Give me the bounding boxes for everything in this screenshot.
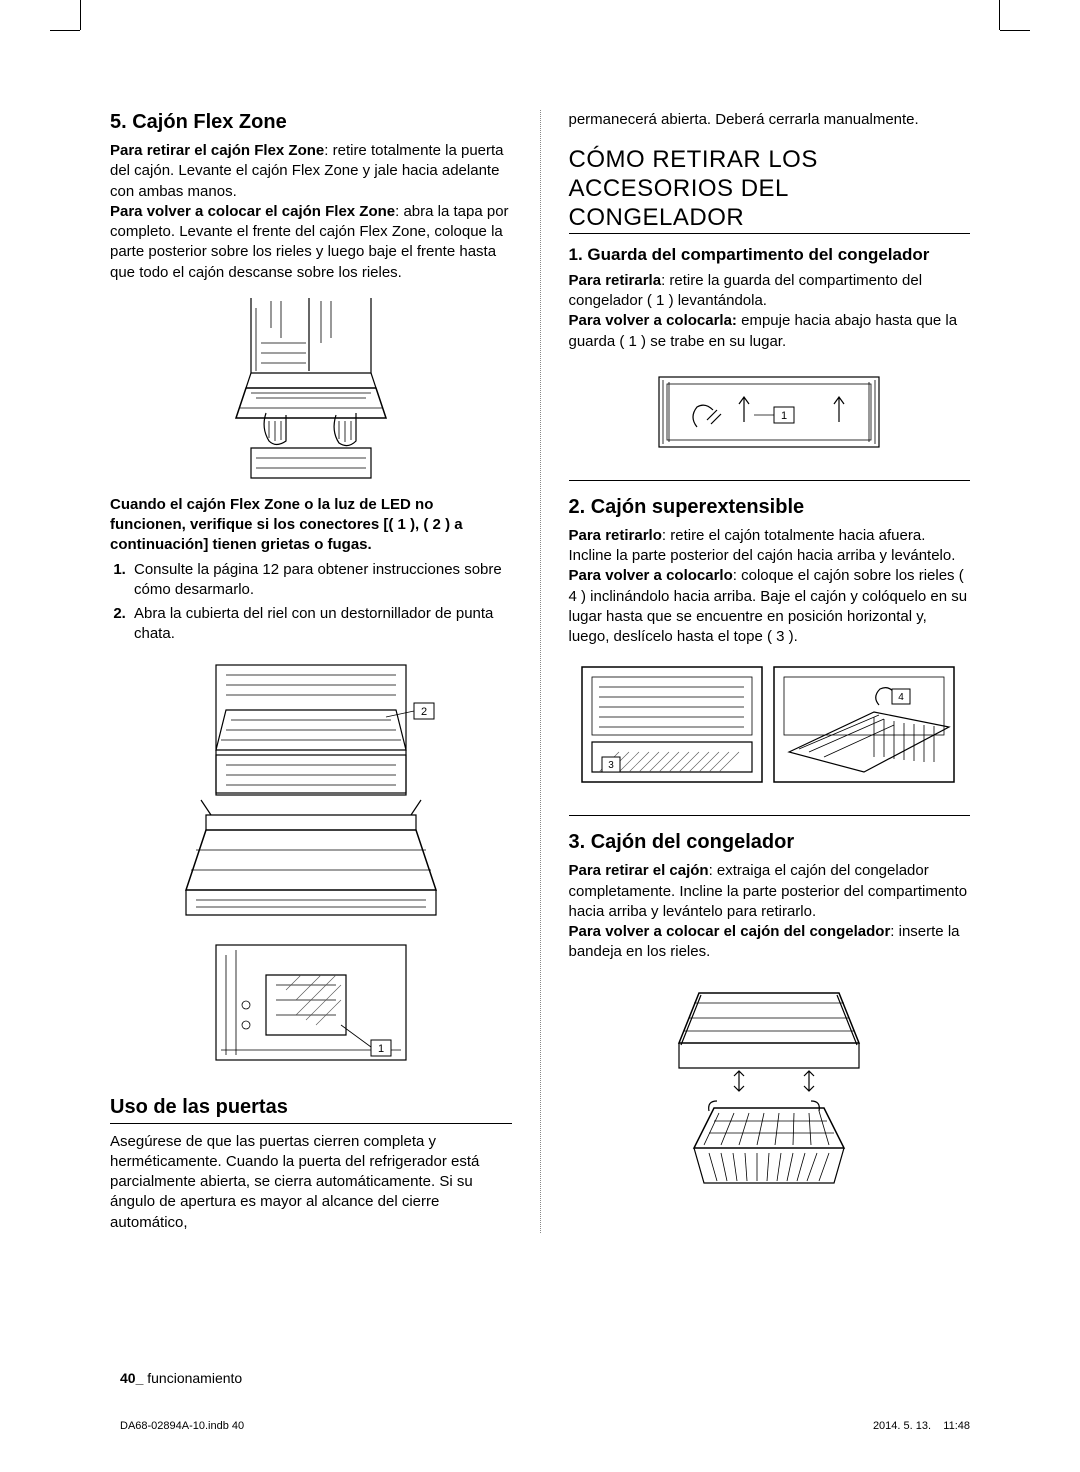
divider-2 xyxy=(569,815,971,816)
column-divider xyxy=(540,110,541,1233)
section5-para2: Para volver a colocar el cajón Flex Zone… xyxy=(110,202,512,283)
callout-4-label: 4 xyxy=(898,692,904,703)
figure-superextensible: 3 4 xyxy=(569,657,971,797)
divider-1 xyxy=(569,480,971,481)
continuation-text: permanecerá abierta. Deberá cerrarla man… xyxy=(569,110,971,130)
s3-heading: 3. Cajón del congelador xyxy=(569,830,971,855)
section5-heading: 5. Cajón Flex Zone xyxy=(110,110,512,135)
para1-strong: Para retirar el cajón Flex Zone xyxy=(110,142,324,159)
s3-p1: Para retirar el cajón: extraiga el cajón… xyxy=(569,861,971,922)
left-column: 5. Cajón Flex Zone Para retirar el cajón… xyxy=(110,110,512,1233)
s2-p2-strong: Para volver a colocarlo xyxy=(569,567,733,584)
callout-3-label: 3 xyxy=(608,760,614,771)
guard-callout-1: 1 xyxy=(781,410,787,422)
s3-p2: Para volver a colocar el cajón del conge… xyxy=(569,922,971,963)
print-time: 11:48 xyxy=(943,1420,970,1432)
s2-heading: 2. Cajón superextensible xyxy=(569,495,971,520)
s2-p2: Para volver a colocarlo: coloque el cajó… xyxy=(569,566,971,647)
right-column: permanecerá abierta. Deberá cerrarla man… xyxy=(569,110,971,1233)
page-number: 40_ xyxy=(120,1370,143,1386)
s1-heading: 1. Guarda del compartimento del congelad… xyxy=(569,244,971,265)
figure-connectors: 2 xyxy=(110,655,512,1075)
callout-2-label: 2 xyxy=(421,706,427,718)
s1-p2: Para volver a colocarla: empuje hacia ab… xyxy=(569,311,971,352)
main-heading: CÓMO RETIRAR LOS ACCESORIOS DEL CONGELAD… xyxy=(569,146,971,233)
figure-guard: 1 xyxy=(569,362,971,462)
s1-p2-strong: Para volver a colocarla: xyxy=(569,312,737,329)
figure-flexzone-drawer xyxy=(110,293,512,483)
print-footer: DA68-02894A-10.indb 40 2014. 5. 13. 11:4… xyxy=(120,1420,970,1432)
s3-p2-strong: Para volver a colocar el cajón del conge… xyxy=(569,923,891,940)
step1: Consulte la página 12 para obtener instr… xyxy=(130,560,512,601)
s3-p1-strong: Para retirar el cajón xyxy=(569,862,709,879)
s2-p1-strong: Para retirarlo xyxy=(569,527,662,544)
page-footer: 40_ funcionamiento xyxy=(120,1370,242,1386)
para2-strong: Para volver a colocar el cajón Flex Zone xyxy=(110,203,395,220)
print-date: 2014. 5. 13. xyxy=(873,1420,931,1432)
section5-steps: Consulte la página 12 para obtener instr… xyxy=(110,560,512,645)
figure-freezer-drawer xyxy=(569,973,971,1193)
doors-heading: Uso de las puertas xyxy=(110,1095,512,1124)
section5-warning: Cuando el cajón Flex Zone o la luz de LE… xyxy=(110,495,512,556)
s1-p1-strong: Para retirarla xyxy=(569,272,662,289)
callout-1-label: 1 xyxy=(378,1043,384,1055)
section5-para1: Para retirar el cajón Flex Zone: retire … xyxy=(110,141,512,202)
footer-label: funcionamiento xyxy=(143,1370,242,1386)
doors-para: Asegúrese de que las puertas cierren com… xyxy=(110,1132,512,1233)
step2: Abra la cubierta del riel con un destorn… xyxy=(130,604,512,645)
s2-p1: Para retirarlo: retire el cajón totalmen… xyxy=(569,526,971,567)
doc-ref: DA68-02894A-10.indb 40 xyxy=(120,1420,244,1432)
s1-p1: Para retirarla: retire la guarda del com… xyxy=(569,271,971,312)
